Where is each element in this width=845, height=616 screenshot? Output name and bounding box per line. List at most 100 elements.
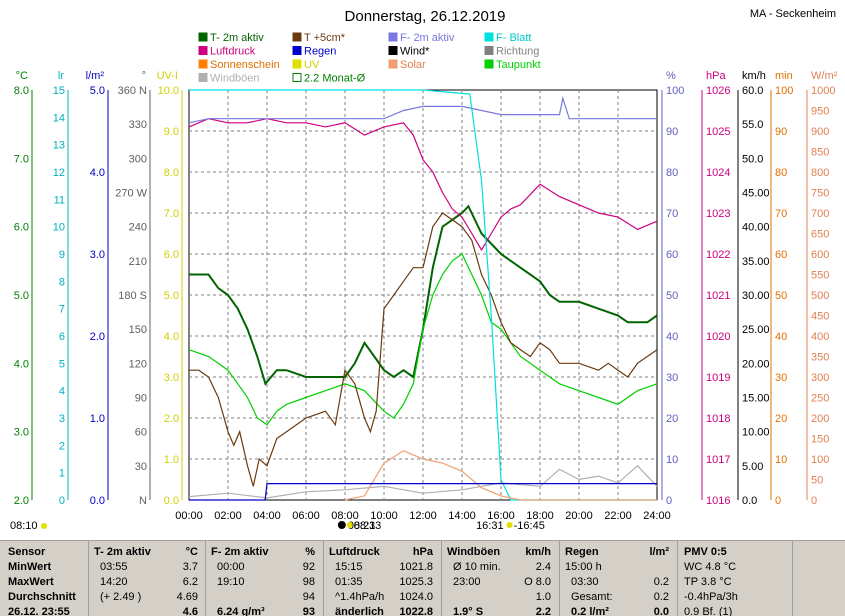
axis-tick-label: 90 <box>666 126 678 138</box>
col-humidity: F- 2m aktiv% 00:00 92 19:10 98 94 6.24 g/m… <box>211 541 321 616</box>
axis-tick-label: 3.0 <box>90 249 105 261</box>
legend-label: Windböen <box>210 73 260 85</box>
sensor-row: MinWert <box>8 561 52 573</box>
legend-swatch <box>198 73 208 82</box>
axis-unit: °C <box>16 70 28 82</box>
axis-unit: hPa <box>706 70 726 82</box>
rain-cell: Gesamt: <box>571 591 613 603</box>
wind-value: O 8.0 <box>524 576 551 588</box>
axis-tick-label: 10 <box>775 454 787 466</box>
series-luftdruck <box>188 118 658 252</box>
series-solar <box>344 450 657 501</box>
legend-label: Solar <box>400 59 426 71</box>
axis-tick-label: 15 <box>53 85 65 97</box>
x-tick-label: 00:00 <box>175 510 203 522</box>
x-tick-label: 10:00 <box>370 510 398 522</box>
axis-tick-label: 10 <box>53 222 65 234</box>
wind-cell: 1.9° S <box>453 606 484 616</box>
axis-tick-label: 50.0 <box>742 153 763 165</box>
x-tick-label: 08:00 <box>331 510 359 522</box>
axis-tick-label: 240 <box>129 222 147 234</box>
axis-tick-label: 3.0 <box>164 372 179 384</box>
col-rain: Regen l/m² 15:00 h 03:30 0.2 Gesamt: 0.2 0.… <box>565 541 675 616</box>
wind-unit: km/h <box>525 546 551 558</box>
x-tick-label: 22:00 <box>604 510 632 522</box>
axis-tick-label: 70 <box>666 208 678 220</box>
axis-tick-label: 0.0 <box>90 495 105 507</box>
axis-tick-label: 5 <box>59 358 65 370</box>
moon-icon <box>337 521 346 529</box>
axis-tick-label: 8 <box>59 276 65 288</box>
axis-tick-label: 20 <box>775 413 787 425</box>
series-windb-en <box>188 464 658 499</box>
axis-tick-label: 100 <box>775 85 793 97</box>
axis-tick-label: 10.00 <box>742 427 770 439</box>
axis-tick-label: 7 <box>59 304 65 316</box>
axis-tick-label: 2 <box>59 440 65 452</box>
axis-tick-label: 500 <box>811 290 829 302</box>
axis-tick-label: 40 <box>666 331 678 343</box>
axis-tick-label: 4.0 <box>90 167 105 179</box>
axis-tick-label: 300 <box>129 153 147 165</box>
x-tick-label: 02:00 <box>214 510 242 522</box>
rain-cell: 03:30 <box>571 576 599 588</box>
temp-value: 3.7 <box>182 561 198 573</box>
axis-unit: l/m² <box>86 70 105 82</box>
temp-value: 4.6 <box>182 606 198 616</box>
axis-tick-label: 45.00 <box>742 188 770 200</box>
separator <box>559 541 560 616</box>
axis-unit: UV-I <box>157 70 178 82</box>
separator <box>88 541 89 616</box>
axis-tick-label: 60 <box>135 427 147 439</box>
axis-tick-label: 250 <box>811 393 829 405</box>
hum-cell: 00:00 <box>217 561 245 573</box>
axis-tick-label: 2.0 <box>90 331 105 343</box>
pmv-row: WC 4.8 °C <box>684 561 737 573</box>
axis-tick-label: 4.0 <box>164 331 179 343</box>
axis-tick-label: 270 W <box>115 188 147 200</box>
rain-header: Regen <box>565 546 599 558</box>
axis-tick-label: 1024 <box>706 167 730 179</box>
legend-label: Luftdruck <box>210 46 256 58</box>
hum-header: F- 2m aktiv <box>211 546 269 558</box>
axis-tick-label: 13 <box>53 140 65 152</box>
legend-label: T +5cm* <box>304 32 346 44</box>
axis-tick-label: 12 <box>53 167 65 179</box>
pmv-row: TP 3.8 °C <box>684 576 732 588</box>
axis-tick-label: 1023 <box>706 208 730 220</box>
axis-tick-label: 9.0 <box>164 126 179 138</box>
legend-label: F- Blatt <box>496 32 531 44</box>
axis-tick-label: 1026 <box>706 85 730 97</box>
axis-tick-label: 6.0 <box>164 249 179 261</box>
axis-tick-label: 80 <box>775 167 787 179</box>
legend-label: 2.2 Monat-Ø <box>304 73 366 85</box>
axis-tick-label: 150 <box>129 324 147 336</box>
temp-value: 6.2 <box>182 576 198 588</box>
axis-unit: min <box>775 70 793 82</box>
axis-tick-label: 50 <box>666 290 678 302</box>
axis-tick-label: 330 <box>129 119 147 131</box>
legend-label: F- 2m aktiv <box>400 32 455 44</box>
press-cell: 01:35 <box>335 576 363 588</box>
axis-tick-label: 11 <box>54 194 65 206</box>
hum-value: 93 <box>302 606 315 616</box>
axis-tick-label: 14 <box>53 112 65 124</box>
separator <box>205 541 206 616</box>
axis-tick-label: 4 <box>59 386 65 398</box>
axis-tick-label: 20.00 <box>742 358 770 370</box>
axis-tick-label: 50 <box>775 290 787 302</box>
axis-tick-label: 5.00 <box>742 461 763 473</box>
axis-tick-label: 300 <box>811 372 829 384</box>
axis-tick-label: 10 <box>666 454 678 466</box>
axis-tick-label: 60 <box>775 249 787 261</box>
press-value: 1025.3 <box>399 576 433 588</box>
axis-tick-label: 1025 <box>706 126 730 138</box>
axis-tick-label: 2.0 <box>14 495 29 507</box>
separator <box>792 541 793 616</box>
axis-tick-label: 100 <box>666 85 684 97</box>
x-axis: 00:00 02:00 04:00 06:00 08:00 10:00 12:00 14:00… <box>175 510 671 522</box>
axis-tick-label: 30 <box>666 372 678 384</box>
sun-marker-label: -16:45 <box>514 520 545 532</box>
sensor-row: Durchschnitt <box>8 591 76 603</box>
axis-tick-label: 5.0 <box>14 290 29 302</box>
